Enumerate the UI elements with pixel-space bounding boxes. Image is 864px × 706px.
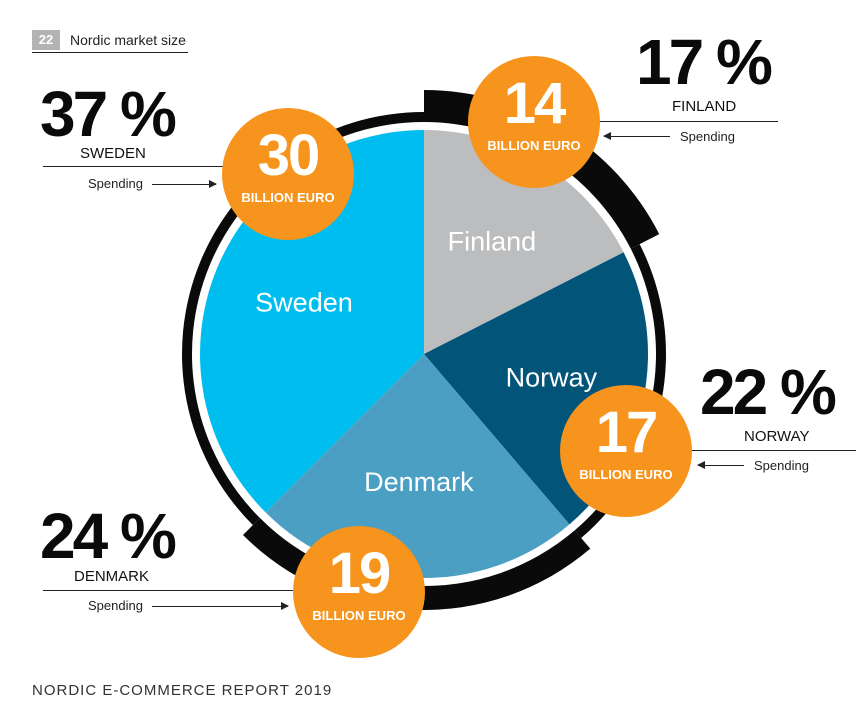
norway-value-bubble: 17 BILLION EURO <box>560 385 692 517</box>
sweden-value-bubble: 30 BILLION EURO <box>222 108 354 240</box>
finland-spending-label: Spending <box>680 129 735 144</box>
sweden-value-unit: BILLION EURO <box>241 190 335 205</box>
sweden-arrow <box>152 180 217 188</box>
denmark-value-unit: BILLION EURO <box>312 608 406 623</box>
norway-country-label: NORWAY <box>744 428 810 445</box>
finland-value-bubble: 14 BILLION EURO <box>468 56 600 188</box>
section-title: Nordic market size <box>70 32 186 48</box>
denmark-spending-label: Spending <box>88 598 143 613</box>
sweden-percent: 37 % <box>40 78 177 150</box>
finland-rule <box>600 121 778 122</box>
pie-slice-denmark <box>265 354 570 578</box>
sweden-value: 30 <box>257 123 321 188</box>
finland-value-unit: BILLION EURO <box>487 138 581 153</box>
section-title-rule <box>32 52 188 53</box>
pie-slice-label-norway: Norway <box>506 362 598 392</box>
finland-country-label: FINLAND <box>672 98 737 115</box>
sweden-spending-label: Spending <box>88 176 143 191</box>
denmark-value: 19 <box>328 541 392 606</box>
denmark-rule <box>43 590 293 591</box>
finland-arrow <box>603 132 670 140</box>
pie-slice-label-denmark: Denmark <box>364 467 474 497</box>
report-footer: NORDIC E-COMMERCE REPORT 2019 <box>32 682 333 699</box>
finland-percent: 17 % <box>636 26 773 98</box>
denmark-country-label: DENMARK <box>74 568 150 585</box>
norway-rule <box>676 450 856 451</box>
page-number-badge: 22 <box>32 30 60 50</box>
norway-value: 17 <box>595 400 659 465</box>
norway-value-unit: BILLION EURO <box>579 467 673 482</box>
denmark-percent: 24 % <box>40 500 177 572</box>
pie-slice-label-finland: Finland <box>448 226 537 256</box>
pie-slice-label-sweden: Sweden <box>255 287 353 317</box>
norway-arrow <box>697 461 744 469</box>
sweden-rule <box>43 166 243 167</box>
sweden-country-label: SWEDEN <box>80 145 146 162</box>
norway-percent: 22 % <box>700 356 837 428</box>
denmark-arrow <box>152 602 289 610</box>
norway-spending-label: Spending <box>754 458 809 473</box>
denmark-value-bubble: 19 BILLION EURO <box>293 526 425 658</box>
finland-value: 14 <box>503 71 567 136</box>
pie-slice-finland <box>424 130 624 354</box>
